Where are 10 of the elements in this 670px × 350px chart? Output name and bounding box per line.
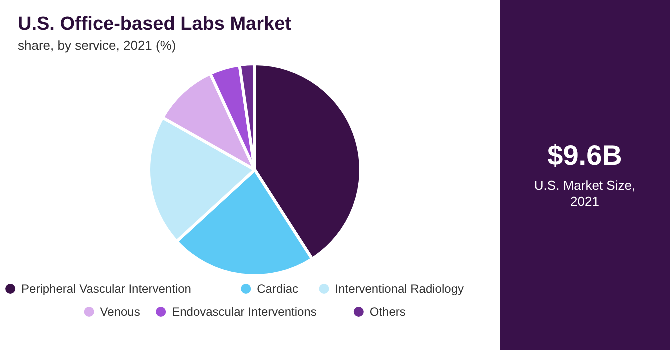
chart-subtitle: share, by service, 2021 (%) <box>18 38 176 53</box>
legend-label: Peripheral Vascular Intervention <box>22 282 192 296</box>
chart-title: U.S. Office-based Labs Market <box>18 14 292 35</box>
legend-label: Cardiac <box>257 282 299 296</box>
legend-label: Venous <box>100 305 140 319</box>
legend-label: Interventional Radiology <box>335 282 464 296</box>
legend-label: Others <box>370 305 406 319</box>
legend-label: Endovascular Interventions <box>172 305 317 319</box>
text: $9.6B <box>548 140 622 171</box>
text: U.S. Market Size, 2021 <box>534 178 636 209</box>
